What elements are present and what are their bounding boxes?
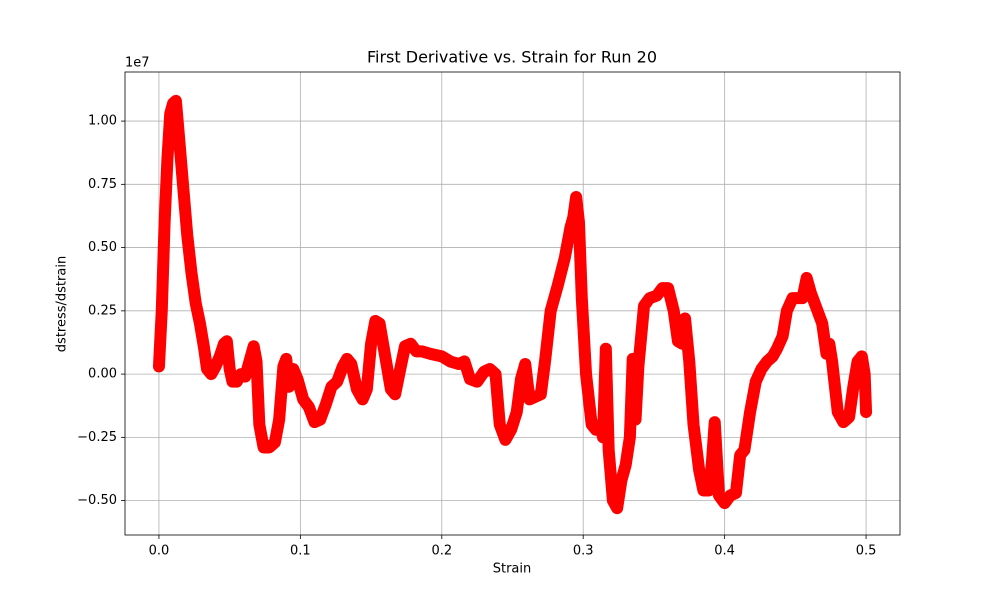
x-tick-label: 0.3 [573,544,594,559]
y-tick-label: 1.00 [88,114,117,129]
y-tick-label: 0.25 [88,303,117,318]
x-axis-label: Strain [493,562,532,577]
chart-title: First Derivative vs. Strain for Run 20 [367,48,657,67]
y-tick-label: 0.50 [88,240,117,255]
y-tick-label: 0.75 [88,177,117,192]
plot-frame [124,71,901,536]
x-tick-label: 0.0 [149,544,170,559]
x-tick-label: 0.5 [856,544,877,559]
y-tick-label: −0.25 [77,430,117,445]
y-tick-label: 0.00 [88,367,117,382]
x-tick-label: 0.4 [714,544,735,559]
y-tick-label: −0.50 [77,493,117,508]
y-offset-label: 1e7 [125,56,150,71]
y-axis-label: dstress/dstrain [55,256,70,352]
x-tick-label: 0.2 [431,544,452,559]
data-line [152,94,873,515]
x-tick-label: 0.1 [290,544,311,559]
